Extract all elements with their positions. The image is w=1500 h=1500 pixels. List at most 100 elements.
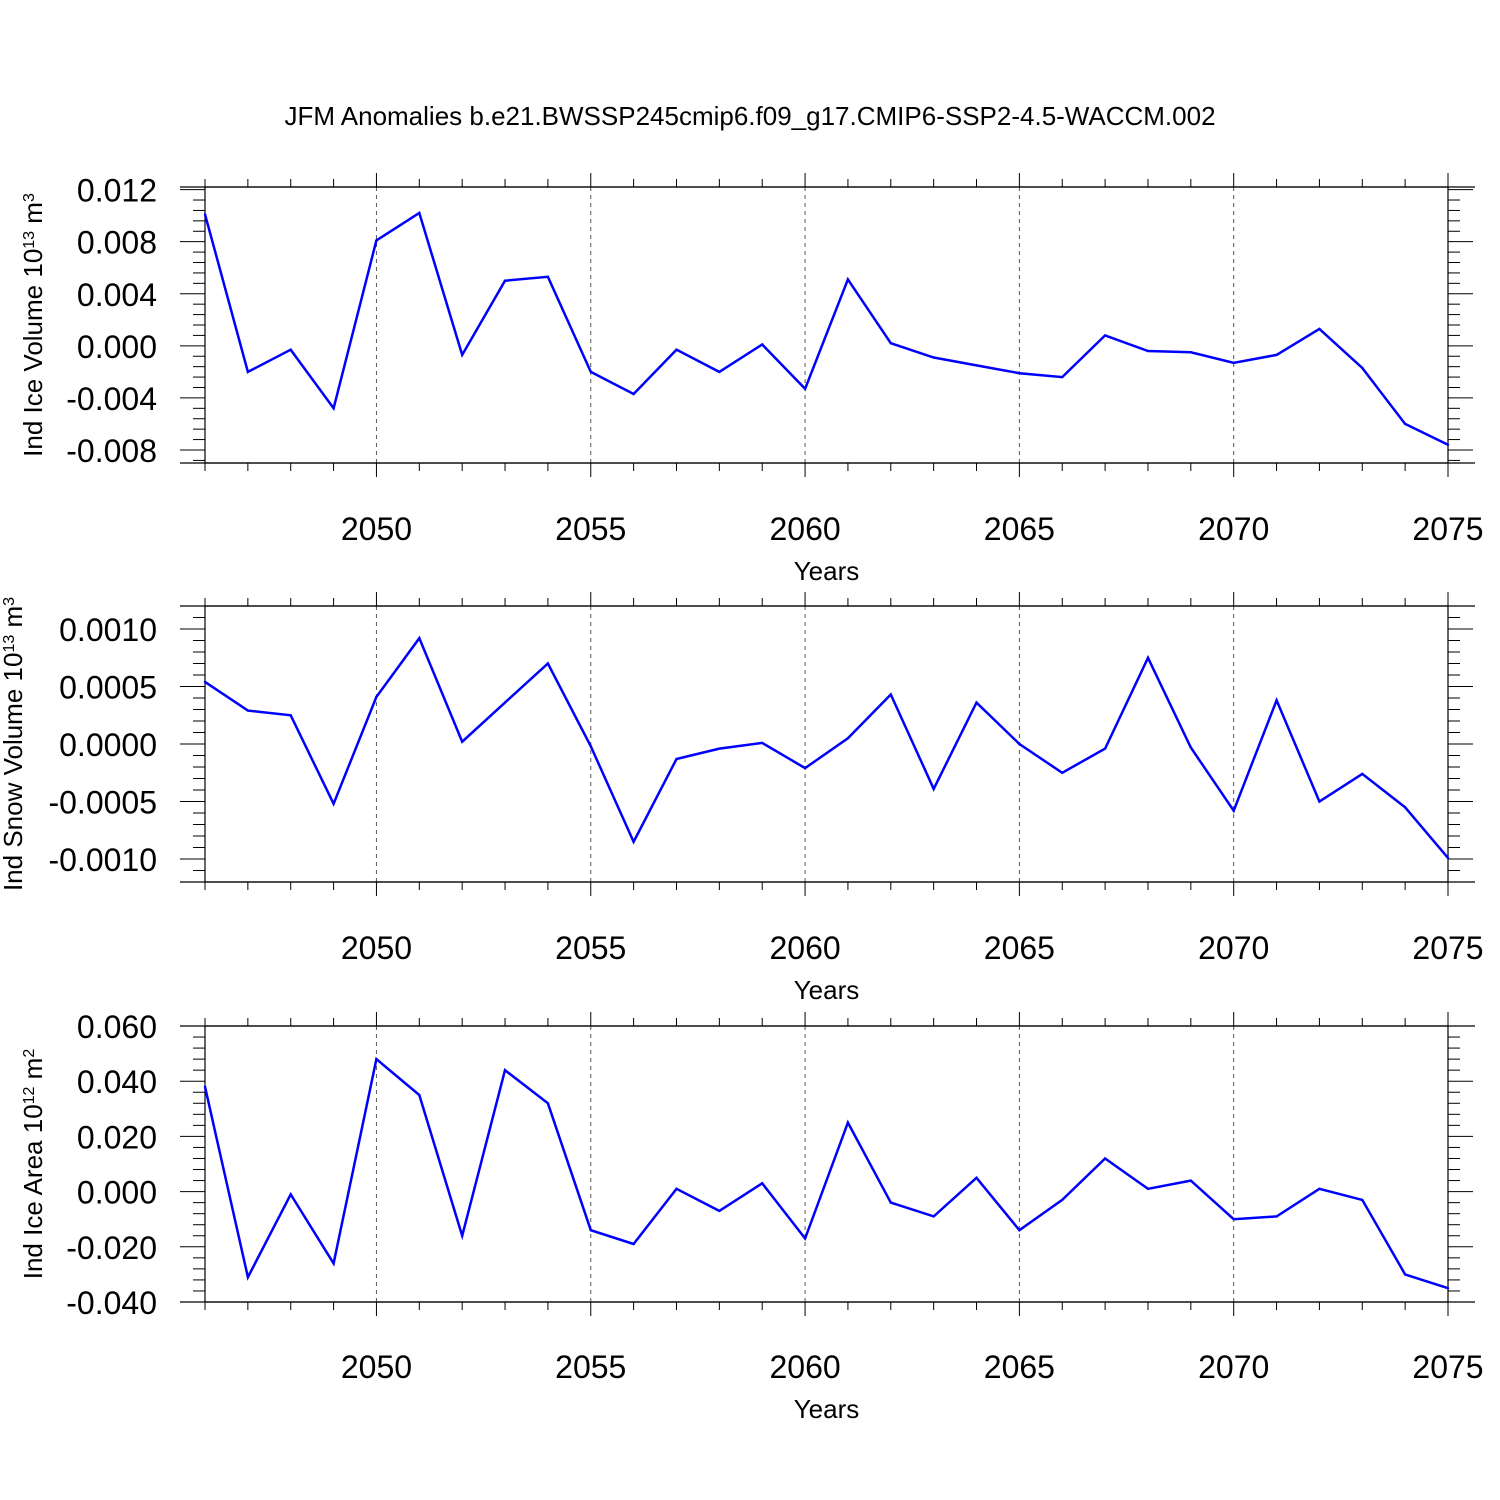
y-tick-label: 0.0000	[59, 727, 157, 763]
data-point	[889, 342, 892, 345]
y-tick-label: 0.0005	[59, 670, 157, 706]
data-point	[932, 787, 935, 791]
data-point	[675, 1187, 678, 1191]
x-tick-label: 2070	[1198, 930, 1269, 966]
data-point	[461, 353, 464, 357]
data-point	[1146, 349, 1150, 353]
data-point	[1361, 1198, 1364, 1202]
x-axis-label: Years	[794, 556, 860, 586]
data-point	[1061, 771, 1064, 774]
data-point	[375, 239, 378, 242]
data-point	[246, 370, 250, 374]
data-point	[375, 1057, 378, 1061]
x-tick-label: 2065	[984, 511, 1055, 547]
data-point	[418, 211, 421, 215]
y-tick-label: -0.020	[66, 1230, 157, 1266]
data-point	[675, 757, 678, 761]
data-point	[503, 279, 507, 282]
plot-frame	[204, 186, 1449, 464]
x-axis-label: Years	[794, 1394, 860, 1424]
data-point	[461, 1234, 464, 1238]
data-point	[1275, 353, 1278, 357]
series-line	[204, 635, 1449, 859]
data-point	[803, 766, 807, 770]
data-point	[1018, 1229, 1021, 1232]
data-point	[332, 407, 335, 410]
data-point	[203, 213, 207, 216]
data-point	[718, 370, 721, 374]
x-tick-label: 2055	[555, 930, 626, 966]
data-point	[975, 364, 978, 367]
y-tick-label: 0.0010	[59, 612, 157, 648]
series-line	[203, 1056, 1449, 1290]
data-point	[846, 278, 850, 281]
data-point	[589, 1229, 592, 1232]
data-point	[1361, 772, 1364, 776]
data-point	[975, 1176, 978, 1180]
data-point	[846, 737, 850, 740]
data-point	[589, 370, 592, 374]
y-tick-label: 0.000	[77, 1175, 157, 1211]
data-point	[246, 709, 250, 712]
data-point	[1403, 806, 1407, 809]
data-point	[1318, 800, 1321, 803]
y-tick-label: 0.000	[77, 329, 157, 365]
data-point	[1318, 1187, 1321, 1191]
data-point	[289, 1193, 292, 1196]
x-tick-label: 2070	[1198, 1349, 1269, 1385]
data-point	[1446, 443, 1450, 446]
data-point	[1232, 361, 1235, 364]
data-point	[932, 356, 935, 359]
data-point	[418, 637, 421, 640]
data-point	[289, 348, 292, 351]
data-point	[1061, 1198, 1064, 1202]
x-tick-label: 2060	[769, 930, 840, 966]
y-axis-label: Ind Snow Volume 1013 m3	[0, 597, 28, 891]
data-point	[418, 1093, 421, 1097]
x-tick-label: 2055	[555, 1349, 626, 1385]
x-tick-label: 2070	[1198, 511, 1269, 547]
data-point	[1103, 1157, 1107, 1160]
data-point	[1189, 746, 1193, 749]
chart-panel-3: 0.060 0.040 0.020 0.000 -0.020 -0.040 2050 2055…	[18, 1009, 1484, 1424]
data-point	[632, 1242, 635, 1246]
chart-panel-1: 0.012 0.008 0.004 0.000 -0.004 -0.008 2050 2055…	[18, 173, 1484, 586]
series-line	[203, 211, 1449, 446]
data-point	[889, 693, 892, 696]
data-point	[803, 387, 807, 390]
data-point	[1232, 809, 1235, 812]
data-point	[932, 1215, 935, 1218]
data-point	[1403, 422, 1407, 426]
data-point	[203, 1085, 207, 1088]
data-point	[1018, 742, 1021, 746]
x-tick-label: 2075	[1412, 930, 1483, 966]
x-tick-label: 2060	[769, 1349, 840, 1385]
x-tick-label: 2075	[1412, 511, 1483, 547]
data-point	[246, 1276, 250, 1279]
y-tick-label: 0.012	[77, 173, 157, 209]
data-point	[546, 1102, 550, 1105]
y-axis-label: Ind Ice Area 1012 m2	[18, 1049, 48, 1280]
data-point	[846, 1121, 850, 1124]
x-tick-label: 2065	[984, 1349, 1055, 1385]
y-tick-label: 0.004	[77, 277, 157, 313]
plot-frame	[204, 605, 1449, 883]
x-tick-label: 2050	[341, 930, 412, 966]
data-point	[503, 1069, 507, 1072]
data-point	[503, 701, 507, 704]
y-tick-label: 0.060	[77, 1009, 157, 1045]
data-point	[1189, 351, 1193, 354]
x-tick-label: 2055	[555, 511, 626, 547]
data-point	[332, 1262, 335, 1265]
data-point	[1103, 334, 1107, 337]
x-tick-label: 2050	[341, 1349, 412, 1385]
data-point	[1275, 1215, 1278, 1218]
x-axis-label: Years	[794, 975, 860, 1005]
data-point	[1018, 372, 1021, 375]
data-point	[1146, 656, 1150, 659]
data-point	[718, 747, 721, 750]
data-point	[1361, 366, 1364, 370]
y-tick-label: 0.008	[77, 225, 157, 261]
data-point	[461, 740, 464, 743]
figure-title: JFM Anomalies b.e21.BWSSP245cmip6.f09_g1…	[284, 101, 1215, 131]
